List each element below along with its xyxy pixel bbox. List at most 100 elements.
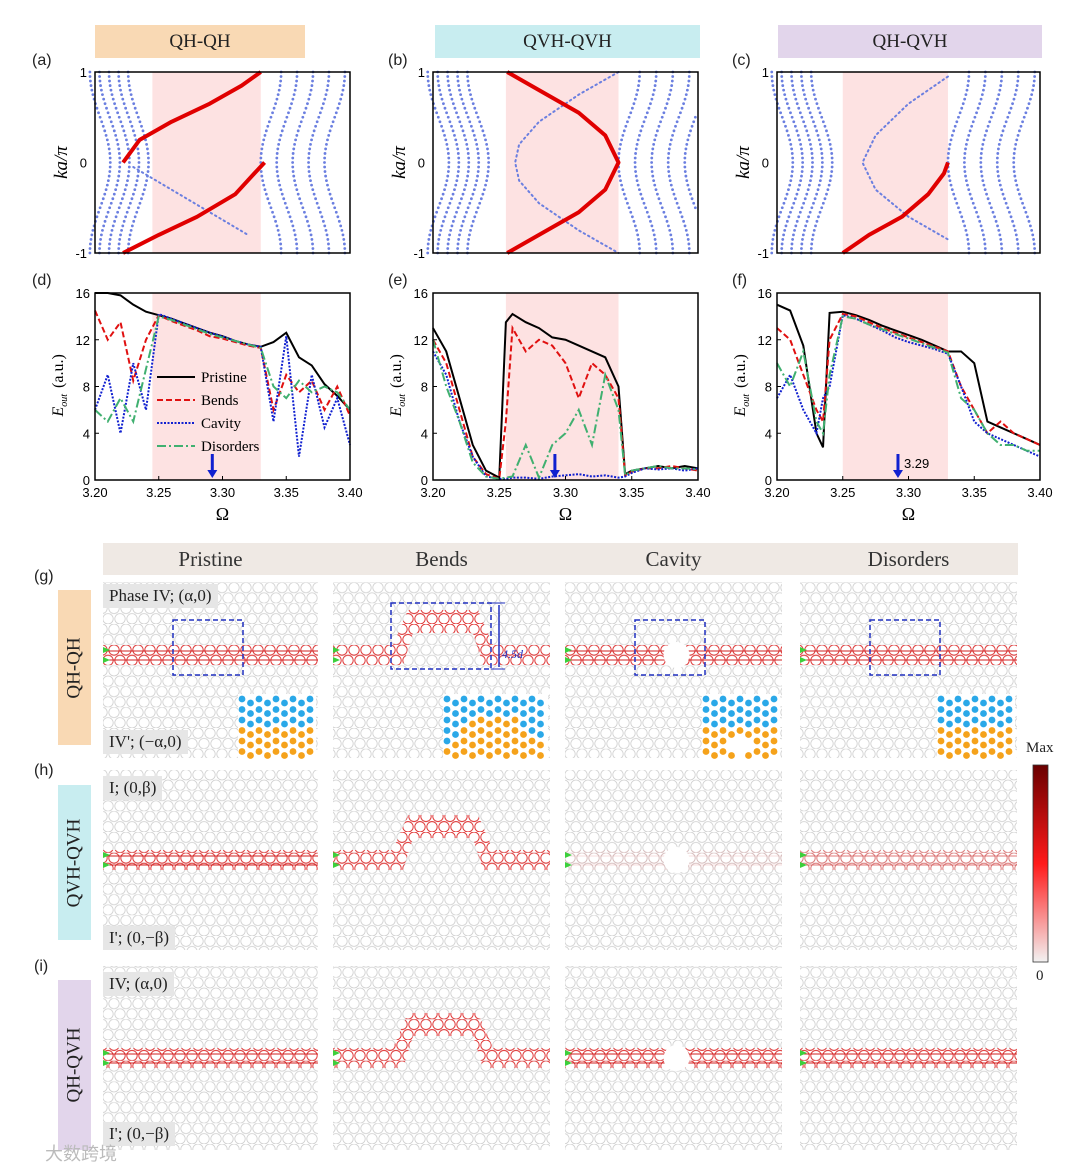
bulk-band-point: [787, 215, 791, 219]
bulk-band-point: [675, 120, 679, 124]
edge-state-curve: [506, 70, 621, 255]
inset-atom: [770, 716, 778, 724]
row-label-qh-qh: QH-QH: [58, 590, 91, 745]
legend-label-bends: Bends: [201, 393, 239, 409]
bulk-band-point: [98, 75, 101, 78]
bulk-band-point: [815, 129, 819, 133]
inset-atom: [719, 695, 727, 703]
bulk-band-point: [293, 143, 296, 146]
bulk-band-point: [122, 102, 126, 106]
bulk-band-point: [276, 228, 280, 232]
bulk-band-point: [809, 147, 813, 151]
bulk-band-point: [979, 165, 983, 169]
bulk-band-point: [326, 238, 330, 241]
bulk-band-point: [476, 170, 480, 173]
y-tick-label: 8: [765, 380, 772, 395]
waveguide-field: [333, 815, 550, 870]
inset-atom: [264, 731, 271, 738]
source-arrow-icon: [103, 657, 110, 663]
bulk-band-point: [472, 133, 476, 137]
bulk-band-point: [627, 206, 631, 210]
bulk-band-point: [99, 84, 102, 87]
bulk-band-point: [771, 84, 775, 87]
bulk-band-point: [960, 106, 964, 110]
inset-atom: [770, 737, 778, 745]
bulk-band-point: [309, 88, 313, 92]
bulk-band-point: [650, 165, 654, 169]
inset-atom: [298, 699, 305, 707]
inset-atom: [452, 731, 459, 738]
header-qh-qvh: QH-QVH: [778, 25, 1042, 58]
bulk-band-point: [964, 179, 968, 183]
bulk-band-point: [95, 106, 99, 110]
bulk-band-point: [134, 183, 138, 187]
bulk-band-point: [810, 79, 814, 83]
bulk-band-point: [114, 106, 118, 110]
bulk-band-point: [308, 93, 312, 97]
bulk-band-point: [964, 147, 967, 151]
waveguide-field: [333, 610, 550, 665]
phase-tag-top: Phase IV; (α,0): [103, 584, 218, 608]
bulk-band-point: [1018, 192, 1021, 196]
bulk-band-point: [100, 201, 104, 205]
bulk-band-point: [670, 84, 674, 87]
bulk-band-point: [426, 247, 430, 250]
bulk-band-point: [817, 138, 821, 142]
inset-atom: [443, 706, 451, 713]
bulk-band-point: [1030, 93, 1034, 97]
bulk-band-point: [952, 129, 956, 133]
bulk-band-point: [654, 75, 658, 78]
inset-atom: [963, 731, 970, 738]
waveguide-field: [103, 850, 318, 870]
source-arrow-icon: [333, 862, 340, 868]
bulk-band-point: [812, 93, 816, 97]
bulk-band-point: [457, 165, 461, 169]
bulk-band-point: [457, 156, 461, 160]
bulk-band-point: [669, 88, 673, 92]
bulk-band-point: [803, 228, 806, 232]
bulk-band-point: [830, 161, 834, 164]
inset-atom: [753, 737, 761, 745]
bulk-band-point: [482, 188, 486, 192]
bulk-band-point: [339, 224, 343, 228]
bulk-bands: [88, 70, 347, 255]
bulk-band-point: [426, 70, 430, 74]
waveguide-field: [333, 1013, 550, 1068]
bulk-band-point: [664, 215, 667, 219]
bulk-band-point: [137, 156, 141, 160]
bulk-band-point: [664, 106, 667, 110]
bulk-band-point: [107, 75, 111, 78]
bulk-band-point: [136, 206, 140, 210]
bulk-bands: [770, 70, 1037, 255]
bulk-band-point: [949, 183, 953, 187]
bulk-band-point: [630, 215, 634, 219]
bulk-band-point: [101, 228, 104, 232]
bulk-band-point: [978, 102, 982, 106]
bulk-band-point: [126, 174, 130, 178]
bulk-band-point: [983, 133, 987, 137]
bulk-band-point: [124, 106, 128, 110]
bulk-band-point: [106, 143, 110, 146]
bulk-band-point: [789, 210, 792, 214]
bulk-band-point: [964, 93, 968, 97]
source-arrow-icon: [103, 1050, 110, 1056]
bulk-band-point: [88, 247, 92, 250]
bulk-band-point: [145, 179, 149, 183]
inset-atom: [503, 720, 510, 728]
bulk-band-point: [967, 133, 971, 137]
bulk-band-point: [635, 179, 639, 183]
chart-panel-b: 10-1ka/π: [389, 65, 699, 261]
bulk-band-point: [818, 143, 822, 146]
bulk-band-point: [295, 75, 299, 78]
bulk-band-point: [1003, 124, 1006, 128]
plot-frame: [94, 292, 351, 481]
inset-atom: [963, 710, 970, 717]
bulk-band-point: [108, 242, 111, 246]
bulk-band-point: [328, 129, 332, 133]
inset-atom: [486, 741, 493, 749]
bulk-band-point: [456, 242, 460, 246]
bulk-band-point: [446, 174, 450, 178]
bulk-band-point: [668, 93, 672, 97]
bulk-band-point: [117, 206, 121, 210]
inset-atom: [528, 748, 536, 755]
